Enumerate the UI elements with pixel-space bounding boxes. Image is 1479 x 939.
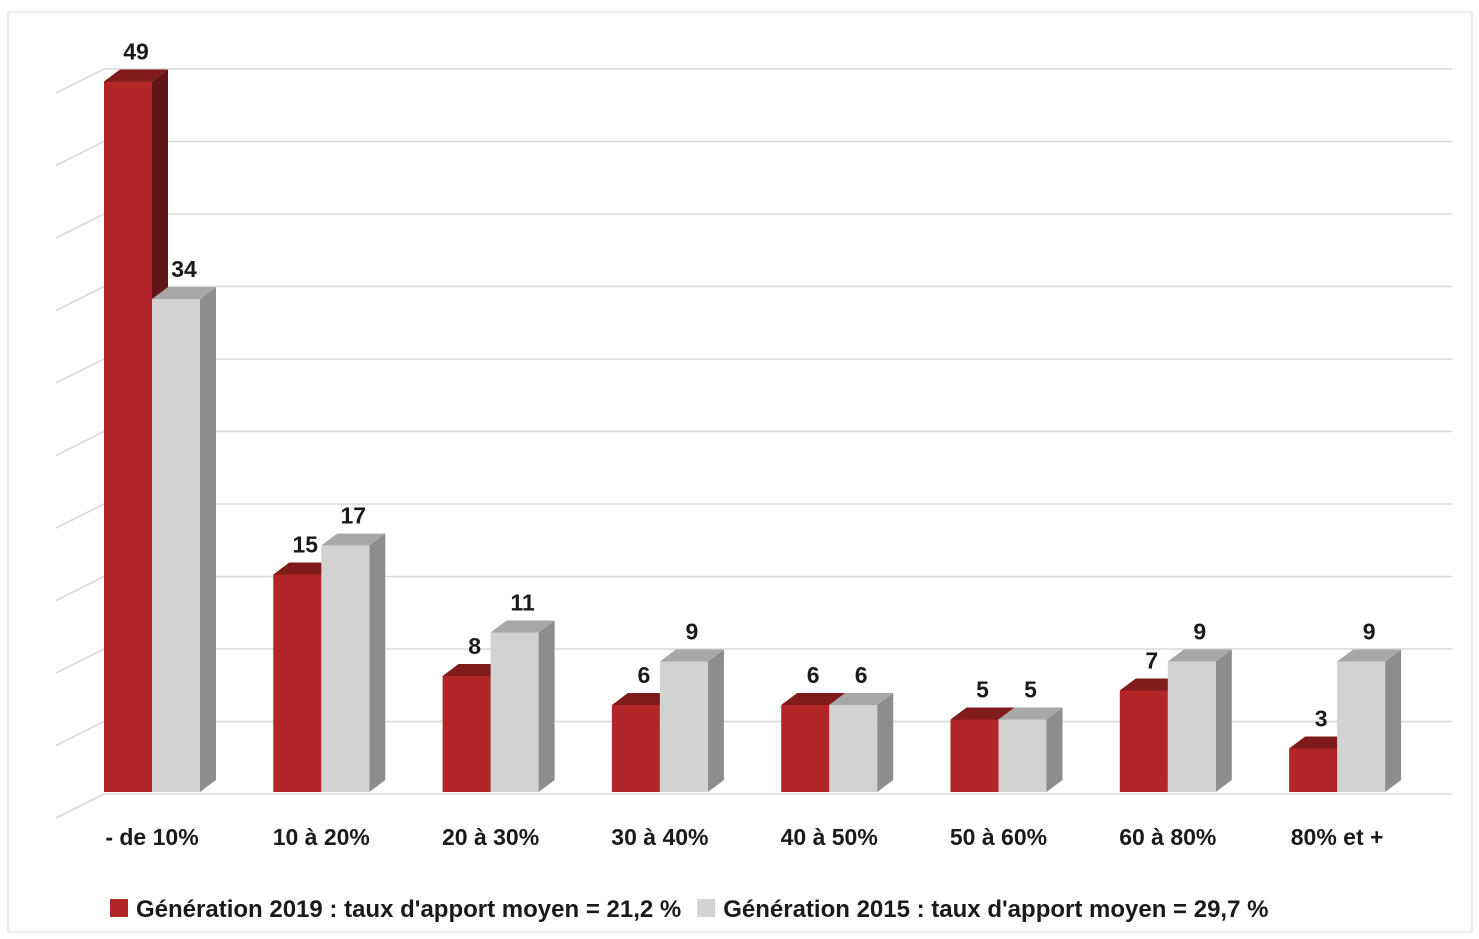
bar-front-face bbox=[950, 719, 999, 792]
category-label: 60 à 80% bbox=[1119, 824, 1216, 850]
data-label: 15 bbox=[293, 532, 319, 558]
bar-top-face bbox=[1167, 649, 1232, 662]
bar-front-face bbox=[829, 705, 878, 792]
data-labels: 49 34 15 17 8 11 6 9 6 6 5 5 7 9 3 9 bbox=[123, 39, 1375, 732]
bar-front-face bbox=[490, 632, 539, 792]
data-label: 49 bbox=[123, 39, 149, 65]
bar-side-face bbox=[707, 649, 724, 792]
bar-side-face bbox=[538, 620, 555, 792]
bar-front-face bbox=[273, 574, 322, 792]
category-labels: - de 10% 10 à 20% 20 à 30% 30 à 40% 40 à 50%… bbox=[105, 824, 1383, 850]
data-label: 17 bbox=[341, 503, 367, 529]
data-label: 9 bbox=[686, 619, 699, 645]
category-label: - de 10% bbox=[105, 824, 198, 850]
bar-gen2015-2 bbox=[490, 620, 555, 792]
gridline-wall bbox=[55, 213, 105, 239]
bar-top-face bbox=[104, 69, 168, 82]
bar-side-face bbox=[1385, 649, 1402, 792]
bar-top-face bbox=[1337, 649, 1402, 662]
legend: Génération 2019 : taux d'apport moyen = … bbox=[110, 896, 1268, 923]
data-label: 5 bbox=[1024, 677, 1037, 703]
bar-gen2015-0 bbox=[152, 287, 216, 792]
bar-top-face bbox=[950, 707, 1015, 720]
gridline-wall bbox=[55, 648, 105, 674]
bar-top-face bbox=[321, 533, 386, 546]
data-label: 11 bbox=[510, 590, 535, 616]
category-label: 10 à 20% bbox=[273, 824, 370, 850]
bar-gen2015-4 bbox=[829, 693, 894, 792]
bar-top-face bbox=[829, 693, 894, 705]
gridline-wall bbox=[55, 503, 105, 529]
bar-side-face bbox=[200, 287, 216, 792]
gridline-wall bbox=[55, 358, 105, 384]
gridline-wall bbox=[55, 140, 105, 167]
bar-side-face bbox=[877, 693, 894, 792]
bar-front-face bbox=[998, 719, 1047, 792]
data-label: 8 bbox=[468, 633, 481, 659]
category-label: 80% et + bbox=[1291, 824, 1384, 850]
data-label: 9 bbox=[1193, 619, 1206, 645]
category-label: 20 à 30% bbox=[442, 824, 539, 850]
data-label: 6 bbox=[807, 662, 820, 688]
data-label: 9 bbox=[1363, 619, 1376, 645]
gridline-wall bbox=[55, 720, 105, 747]
bar-gen2015-3 bbox=[659, 649, 724, 792]
bar-front-face bbox=[781, 705, 830, 792]
category-label: 40 à 50% bbox=[781, 824, 878, 850]
bar-gen2015-7 bbox=[1337, 649, 1402, 792]
bar-side-face bbox=[1046, 707, 1063, 792]
gridline-wall bbox=[55, 68, 105, 94]
category-label: 30 à 40% bbox=[611, 824, 708, 850]
legend-label: Génération 2015 : taux d'apport moyen = … bbox=[723, 896, 1268, 923]
legend-swatch bbox=[697, 899, 716, 917]
bar-front-face bbox=[152, 299, 200, 792]
data-label: 6 bbox=[855, 662, 868, 688]
data-label: 7 bbox=[1145, 648, 1158, 674]
bar-front-face bbox=[659, 661, 708, 792]
data-label: 5 bbox=[976, 677, 989, 703]
gridline-wall bbox=[55, 430, 105, 457]
category-label: 50 à 60% bbox=[950, 824, 1047, 850]
bar-front-face bbox=[1119, 690, 1168, 792]
bar-front-face bbox=[1167, 661, 1216, 792]
bar-front-face bbox=[611, 705, 660, 792]
bar-side-face bbox=[369, 533, 386, 792]
bar-front-face bbox=[104, 81, 152, 792]
bar-top-face bbox=[781, 693, 846, 705]
gridlines bbox=[55, 68, 1452, 819]
bar-top-face bbox=[152, 287, 216, 299]
bar-front-face bbox=[1337, 661, 1386, 792]
bar-gen2015-5 bbox=[998, 707, 1063, 792]
data-label: 3 bbox=[1315, 706, 1328, 732]
bars bbox=[104, 69, 1402, 792]
bar-gen2015-6 bbox=[1167, 649, 1232, 792]
bar-gen2015-1 bbox=[321, 533, 386, 792]
bar-top-face bbox=[998, 707, 1063, 720]
gridline-wall bbox=[55, 285, 105, 312]
legend-swatch bbox=[110, 899, 128, 917]
bar-front-face bbox=[1289, 748, 1338, 792]
bar-side-face bbox=[1215, 649, 1232, 792]
bar-front-face bbox=[321, 545, 370, 792]
bar-top-face bbox=[659, 649, 724, 662]
gridline-wall bbox=[55, 793, 105, 819]
bar-top-face bbox=[490, 620, 555, 633]
legend-label: Génération 2019 : taux d'apport moyen = … bbox=[136, 896, 681, 923]
bar-front-face bbox=[442, 676, 491, 792]
data-label: 34 bbox=[171, 256, 197, 282]
gridline-wall bbox=[55, 575, 105, 602]
data-label: 6 bbox=[638, 662, 651, 688]
